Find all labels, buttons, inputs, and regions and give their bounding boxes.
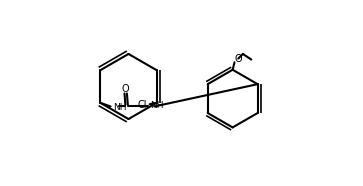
Text: O: O: [122, 84, 129, 94]
Text: Cl: Cl: [138, 100, 147, 110]
Text: NH: NH: [151, 101, 164, 110]
Text: NH: NH: [113, 103, 127, 112]
Text: O: O: [234, 54, 242, 64]
